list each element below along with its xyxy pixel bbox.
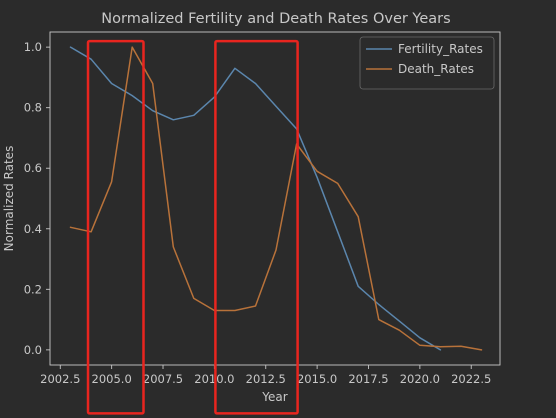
x-tick-label: 2005.0	[92, 372, 132, 386]
x-tick-label: 2015.0	[297, 372, 337, 386]
x-axis-label: Year	[261, 390, 287, 404]
legend: Fertility_Rates Death_Rates	[359, 36, 495, 90]
series-line-death-rates	[69, 46, 483, 351]
y-tick-label: 0.6	[24, 161, 42, 175]
y-axis-label: Normalized Rates	[2, 146, 16, 252]
x-tick-label: 2022.5	[451, 372, 491, 386]
x-tick-label: 2017.5	[348, 372, 388, 386]
y-axis: 0.0 0.2 0.4 0.6 0.8 1.0	[24, 40, 50, 357]
plot-frame	[49, 31, 501, 366]
y-tick-label: 0.8	[24, 101, 42, 115]
legend-box	[359, 36, 495, 90]
x-tick-label: 2007.5	[143, 372, 183, 386]
highlight-box-1	[86, 39, 145, 415]
highlight-box-2	[214, 39, 299, 415]
y-tick-label: 0.4	[24, 222, 42, 236]
y-tick-label: 0.0	[24, 343, 42, 357]
y-tick-label: 0.2	[24, 282, 42, 296]
y-tick-label: 1.0	[24, 40, 42, 54]
x-tick-label: 2020.0	[400, 372, 440, 386]
x-tick-label: 2002.5	[40, 372, 80, 386]
legend-label-death-rates: Death_Rates	[398, 62, 474, 76]
x-tick-label: 2012.5	[246, 372, 286, 386]
chart-title: Normalized Fertility and Death Rates Ove…	[101, 11, 450, 27]
series-line-fertility-rates	[69, 46, 442, 351]
series-layer	[69, 46, 483, 351]
highlight-boxes	[86, 39, 299, 415]
legend-label-fertility-rates: Fertility_Rates	[398, 42, 483, 56]
